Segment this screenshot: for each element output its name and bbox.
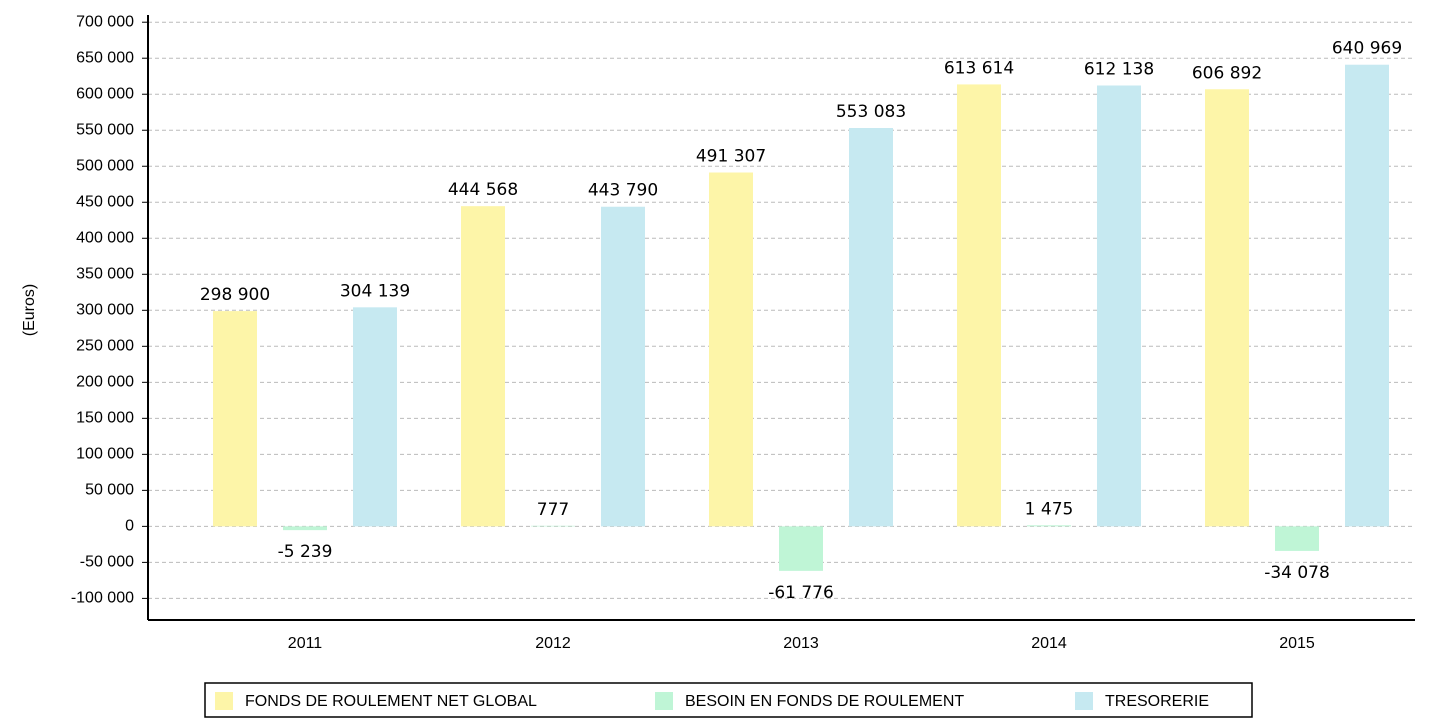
bar: [531, 525, 575, 527]
legend-swatch: [1075, 692, 1093, 710]
y-tick-label: 350 000: [76, 266, 134, 283]
bar: [283, 526, 327, 531]
bar: [957, 84, 1001, 527]
bar: [1345, 64, 1389, 527]
bar: [709, 172, 753, 527]
x-tick-label: 2014: [1031, 635, 1067, 652]
bar: [779, 526, 823, 571]
y-tick-label: 0: [125, 518, 134, 535]
bar: [601, 206, 645, 527]
value-label: 612 138: [1084, 59, 1154, 79]
y-tick-label: 500 000: [76, 157, 134, 174]
y-tick-label: 400 000: [76, 229, 134, 246]
value-label: 1 475: [1025, 499, 1074, 519]
legend-label: TRESORERIE: [1105, 693, 1209, 710]
y-axis-title: (Euros): [21, 284, 38, 336]
value-label: 640 969: [1332, 39, 1402, 59]
legend-swatch: [215, 692, 233, 710]
y-tick-label: 550 000: [76, 121, 134, 138]
y-tick-label: 150 000: [76, 410, 134, 427]
legend-label: FONDS DE ROULEMENT NET GLOBAL: [245, 693, 537, 710]
value-label: 444 568: [448, 180, 518, 200]
value-label: 606 892: [1192, 63, 1262, 83]
value-label: -34 078: [1264, 563, 1330, 583]
value-label: -61 776: [768, 583, 834, 603]
y-tick-label: 50 000: [85, 482, 134, 499]
value-label: 443 790: [588, 181, 658, 201]
y-tick-label: 450 000: [76, 193, 134, 210]
value-label: 553 083: [836, 102, 906, 122]
value-label: 613 614: [944, 58, 1014, 78]
bar: [1275, 526, 1319, 551]
value-label: 491 307: [696, 147, 766, 167]
bar: [213, 311, 257, 527]
y-tick-label: 600 000: [76, 85, 134, 102]
y-tick-label: -50 000: [80, 554, 134, 571]
bar: [1027, 525, 1071, 527]
y-tick-label: 700 000: [76, 13, 134, 30]
x-tick-label: 2013: [783, 635, 819, 652]
y-tick-label: -100 000: [71, 590, 134, 607]
x-tick-label: 2015: [1279, 635, 1315, 652]
y-tick-label: 200 000: [76, 374, 134, 391]
legend-label: BESOIN EN FONDS DE ROULEMENT: [685, 693, 964, 710]
x-tick-label: 2012: [535, 635, 571, 652]
value-label: 777: [537, 500, 569, 520]
bar: [353, 307, 397, 527]
bar: [1205, 89, 1249, 527]
value-label: -5 239: [278, 542, 333, 562]
value-label: 304 139: [340, 281, 410, 301]
y-tick-label: 300 000: [76, 302, 134, 319]
bar: [461, 206, 505, 527]
y-tick-label: 650 000: [76, 49, 134, 66]
bar: [1097, 85, 1141, 527]
bar: [849, 128, 893, 527]
value-label: 298 900: [200, 285, 270, 305]
y-tick-label: 100 000: [76, 446, 134, 463]
legend-swatch: [655, 692, 673, 710]
y-tick-label: 250 000: [76, 338, 134, 355]
x-tick-label: 2011: [288, 635, 323, 652]
